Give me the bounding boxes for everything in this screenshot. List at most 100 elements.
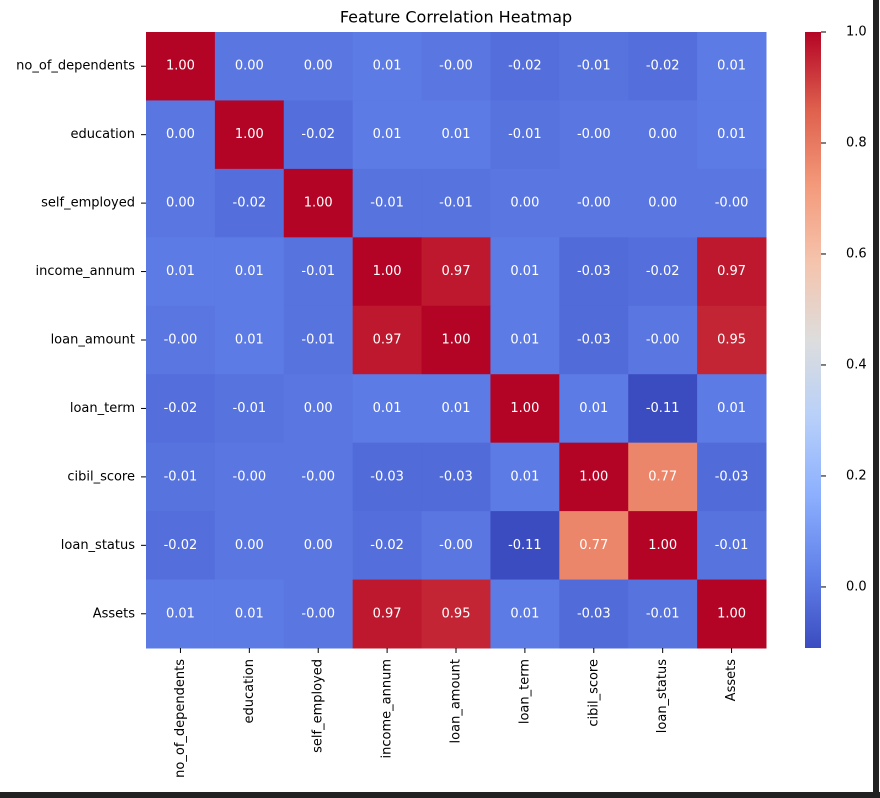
cell-label: 0.01	[373, 59, 402, 74]
cell-label: -0.01	[370, 196, 404, 211]
x-tick-label: loan_amount	[449, 659, 464, 743]
colorbar-tick-label: 0.6	[846, 246, 867, 261]
heatmap-cell	[559, 168, 629, 238]
heatmap-cell	[490, 100, 560, 170]
heatmap-cell	[146, 168, 216, 238]
cell-label: 0.00	[166, 127, 195, 142]
cell-label: -0.03	[577, 333, 611, 348]
cell-label: 0.01	[510, 264, 539, 279]
cell-label: 1.00	[442, 333, 471, 348]
cell-label: 0.97	[442, 264, 471, 279]
x-tick-label: cibil_score	[586, 659, 601, 727]
x-tick-label: loan_status	[655, 659, 670, 733]
heatmap-cell	[352, 100, 423, 170]
x-tick-label: self_employed	[311, 659, 326, 753]
cell-label: -0.02	[508, 59, 542, 74]
cell-label: 1.00	[510, 401, 539, 416]
heatmap-cell	[628, 237, 698, 307]
cell-label: 0.01	[235, 333, 264, 348]
colorbar-tick-label: 0.0	[846, 579, 867, 594]
cell-label: 0.01	[166, 606, 195, 621]
heatmap-cell	[559, 579, 629, 649]
heatmap-cell	[697, 237, 767, 307]
heatmap-cell	[628, 32, 698, 101]
heatmap-cell	[214, 579, 285, 649]
cell-label: 0.01	[373, 127, 402, 142]
chart-title: Feature Correlation Heatmap	[340, 8, 572, 27]
cell-label: -0.03	[370, 469, 404, 484]
heatmap-cell	[283, 305, 354, 375]
cell-label: -0.00	[646, 333, 680, 348]
cell-label: -0.03	[715, 469, 749, 484]
heatmap-cell	[214, 374, 285, 444]
heatmap-cell	[146, 511, 216, 581]
cell-label: 0.01	[442, 127, 471, 142]
x-tick-label: Assets	[724, 659, 739, 702]
heatmap-cell	[146, 579, 216, 649]
y-tick-label: self_employed	[41, 196, 135, 211]
cell-label: -0.01	[164, 469, 198, 484]
cell-label: -0.00	[233, 469, 267, 484]
cell-label: -0.02	[301, 127, 335, 142]
heatmap-cell	[421, 511, 491, 581]
heatmap-cell	[214, 168, 285, 238]
colorbar	[805, 32, 821, 648]
heatmap-cell	[283, 511, 354, 581]
cell-label: 0.77	[648, 469, 677, 484]
cell-label: -0.00	[301, 469, 335, 484]
y-tick-label: education	[70, 127, 135, 142]
x-tick-label: education	[242, 659, 257, 724]
heatmap-cell	[283, 168, 354, 238]
heatmap-cell	[421, 579, 491, 649]
heatmap-cell	[146, 442, 216, 512]
cell-label: -0.00	[164, 333, 198, 348]
cell-label: 0.95	[442, 606, 471, 621]
cell-label: -0.01	[439, 196, 473, 211]
cell-label: -0.00	[439, 59, 473, 74]
heatmap-cell	[421, 442, 491, 512]
y-tick-label: cibil_score	[67, 469, 135, 484]
heatmap-cell	[628, 305, 698, 375]
cell-label: -0.02	[646, 59, 680, 74]
colorbar-tick-label: 0.2	[846, 468, 867, 483]
cell-label: -0.00	[301, 606, 335, 621]
heatmap-cell	[421, 305, 491, 375]
heatmap-cell	[352, 305, 423, 375]
y-tick-label: Assets	[93, 606, 136, 621]
heatmap-cell	[283, 374, 354, 444]
heatmap-cell	[628, 511, 698, 581]
heatmap-cell	[146, 32, 216, 101]
heatmap-cell	[697, 579, 767, 649]
cell-label: 1.00	[166, 59, 195, 74]
heatmap-cell	[352, 374, 423, 444]
heatmap-cell	[352, 32, 423, 101]
cell-label: 1.00	[717, 606, 746, 621]
colorbar-tick-label: 0.4	[846, 357, 867, 372]
heatmap-cell	[559, 100, 629, 170]
cell-label: 0.01	[373, 401, 402, 416]
x-tick-label: no_of_dependents	[173, 659, 188, 778]
heatmap-cell	[283, 442, 354, 512]
cell-label: 0.01	[579, 401, 608, 416]
cell-label: 0.01	[717, 59, 746, 74]
cell-label: -0.01	[577, 59, 611, 74]
heatmap-cell	[559, 511, 629, 581]
heatmap-cell	[421, 100, 491, 170]
cell-label: -0.01	[715, 538, 749, 553]
heatmap-cell	[146, 100, 216, 170]
cell-label: -0.03	[439, 469, 473, 484]
cell-label: 0.97	[373, 333, 402, 348]
heatmap-cell	[697, 32, 767, 101]
heatmap-cell	[352, 237, 423, 307]
heatmap-cell	[559, 374, 629, 444]
heatmap-cell	[559, 442, 629, 512]
cell-label: -0.11	[646, 401, 680, 416]
cell-label: 0.00	[304, 401, 333, 416]
cell-label: 0.00	[304, 59, 333, 74]
heatmap-cell	[628, 100, 698, 170]
heatmap-cell	[490, 374, 560, 444]
cell-label: -0.01	[508, 127, 542, 142]
heatmap-cell	[214, 237, 285, 307]
heatmap-cell	[628, 168, 698, 238]
